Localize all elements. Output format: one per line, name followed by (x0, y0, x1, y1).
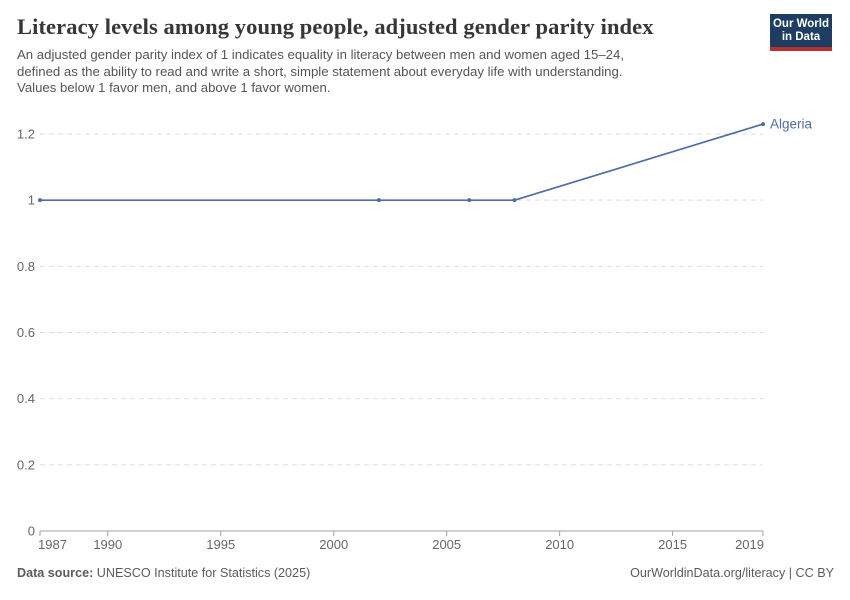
owid-logo-stripe (770, 47, 832, 51)
data-point[interactable] (467, 198, 472, 203)
owid-logo[interactable]: Our World in Data (770, 14, 832, 51)
y-axis-label: 0 (28, 524, 35, 539)
chart-header: Literacy levels among young people, adju… (17, 13, 757, 97)
data-source-value: UNESCO Institute for Statistics (2025) (93, 566, 311, 580)
y-axis-label: 0.6 (17, 325, 35, 340)
x-axis-label: 1987 (38, 537, 67, 552)
x-axis-label: 2010 (545, 537, 574, 552)
chart-subtitle: An adjusted gender parity index of 1 ind… (17, 47, 625, 95)
y-axis-label: 0.8 (17, 259, 35, 274)
chart-footer: Data source: UNESCO Institute for Statis… (17, 566, 834, 580)
x-axis-label: 1990 (93, 537, 122, 552)
data-point[interactable] (38, 198, 42, 203)
y-axis-label: 1.2 (17, 127, 35, 142)
data-point[interactable] (376, 198, 381, 203)
y-axis-label: 0.4 (17, 391, 35, 406)
data-point[interactable] (761, 122, 765, 127)
x-axis-label: 1995 (206, 537, 235, 552)
x-axis-label: 2005 (432, 537, 461, 552)
x-axis-label: 2000 (319, 537, 348, 552)
data-source: Data source: UNESCO Institute for Statis… (17, 566, 310, 580)
data-point[interactable] (512, 198, 517, 203)
data-source-label: Data source: (17, 566, 94, 580)
page-title: Literacy levels among young people, adju… (17, 14, 654, 39)
y-axis-label: 0.2 (17, 457, 35, 472)
data-line-algeria[interactable] (39, 123, 764, 202)
x-axis-label: 2019 (735, 537, 764, 552)
x-axis-label: 2015 (658, 537, 687, 552)
credit-link[interactable]: OurWorldinData.org/literacy | CC BY (630, 566, 834, 580)
owid-logo-text: Our World in Data (770, 14, 832, 47)
y-axis-label: 1 (28, 193, 35, 208)
series-label-algeria[interactable]: Algeria (770, 117, 813, 132)
